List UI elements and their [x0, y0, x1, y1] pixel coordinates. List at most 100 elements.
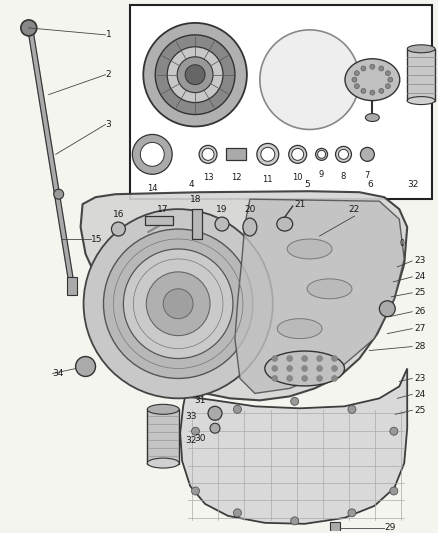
- Ellipse shape: [277, 319, 322, 338]
- Text: 27: 27: [414, 324, 426, 333]
- Circle shape: [215, 217, 229, 231]
- Circle shape: [140, 142, 164, 166]
- Circle shape: [272, 366, 278, 372]
- Ellipse shape: [265, 351, 344, 386]
- Bar: [67, 277, 77, 295]
- Text: 22: 22: [349, 205, 360, 214]
- Circle shape: [143, 23, 247, 126]
- Circle shape: [287, 366, 293, 372]
- Circle shape: [354, 84, 359, 88]
- Text: 18: 18: [191, 195, 202, 204]
- Circle shape: [302, 375, 307, 382]
- Text: 19: 19: [216, 205, 228, 214]
- Circle shape: [163, 289, 193, 319]
- Text: 15: 15: [91, 235, 102, 244]
- Text: 10: 10: [293, 173, 303, 182]
- Text: 8: 8: [341, 172, 346, 181]
- Bar: [329, 522, 339, 533]
- Text: 5: 5: [305, 180, 311, 189]
- Circle shape: [185, 64, 205, 85]
- Text: 23: 23: [414, 374, 426, 383]
- Circle shape: [318, 150, 325, 158]
- Text: 0: 0: [399, 239, 404, 248]
- Circle shape: [272, 375, 278, 382]
- Ellipse shape: [147, 405, 179, 414]
- Circle shape: [146, 272, 210, 336]
- Circle shape: [339, 149, 349, 159]
- Circle shape: [361, 66, 366, 71]
- Circle shape: [379, 301, 395, 317]
- Circle shape: [332, 366, 338, 372]
- Text: 32: 32: [185, 435, 197, 445]
- Polygon shape: [81, 191, 407, 400]
- Circle shape: [177, 57, 213, 93]
- Text: 24: 24: [414, 390, 425, 399]
- Bar: [131, 5, 432, 199]
- Text: 6: 6: [367, 180, 373, 189]
- Ellipse shape: [345, 59, 400, 101]
- Circle shape: [167, 47, 223, 102]
- Text: 26: 26: [414, 307, 426, 316]
- Circle shape: [257, 143, 279, 165]
- Text: 16: 16: [113, 209, 124, 219]
- Text: 25: 25: [414, 288, 426, 297]
- Text: 13: 13: [203, 173, 213, 182]
- Text: 24: 24: [414, 272, 425, 281]
- Text: 7: 7: [365, 171, 370, 180]
- Circle shape: [361, 88, 366, 93]
- Circle shape: [124, 249, 233, 359]
- Text: 17: 17: [156, 205, 168, 214]
- Text: 34: 34: [53, 369, 64, 378]
- Text: 2: 2: [106, 70, 111, 79]
- Ellipse shape: [287, 239, 332, 259]
- Circle shape: [54, 189, 64, 199]
- Text: 14: 14: [147, 184, 158, 193]
- Text: 4: 4: [188, 180, 194, 189]
- Circle shape: [260, 30, 360, 130]
- Circle shape: [388, 77, 393, 82]
- Circle shape: [390, 487, 398, 495]
- Circle shape: [191, 427, 199, 435]
- Circle shape: [210, 423, 220, 433]
- Circle shape: [352, 77, 357, 82]
- Circle shape: [332, 375, 338, 382]
- Circle shape: [385, 71, 390, 76]
- Text: 33: 33: [185, 412, 197, 421]
- Circle shape: [316, 148, 328, 160]
- Circle shape: [390, 427, 398, 435]
- Bar: [407, 49, 435, 101]
- Circle shape: [202, 148, 214, 160]
- Circle shape: [76, 357, 95, 376]
- Ellipse shape: [307, 279, 352, 299]
- Bar: [145, 216, 173, 225]
- Circle shape: [287, 356, 293, 361]
- Circle shape: [233, 509, 241, 517]
- Circle shape: [191, 487, 199, 495]
- Ellipse shape: [407, 96, 435, 104]
- Circle shape: [379, 66, 384, 71]
- Circle shape: [289, 146, 307, 163]
- Circle shape: [354, 71, 359, 76]
- Circle shape: [233, 406, 241, 413]
- Polygon shape: [180, 368, 407, 524]
- Ellipse shape: [147, 458, 179, 468]
- Text: 21: 21: [294, 200, 305, 208]
- Circle shape: [132, 134, 172, 174]
- Circle shape: [103, 229, 253, 378]
- Circle shape: [292, 148, 304, 160]
- Circle shape: [317, 375, 322, 382]
- Text: 11: 11: [262, 175, 273, 184]
- Circle shape: [84, 209, 273, 398]
- Text: 1: 1: [106, 30, 111, 39]
- Circle shape: [208, 406, 222, 420]
- Circle shape: [155, 35, 235, 115]
- Circle shape: [385, 84, 390, 88]
- Circle shape: [302, 366, 307, 372]
- Circle shape: [199, 146, 217, 163]
- Circle shape: [291, 398, 299, 405]
- Bar: [192, 209, 202, 239]
- Text: 20: 20: [244, 205, 255, 214]
- Circle shape: [317, 366, 322, 372]
- Ellipse shape: [407, 45, 435, 53]
- Bar: [147, 409, 179, 464]
